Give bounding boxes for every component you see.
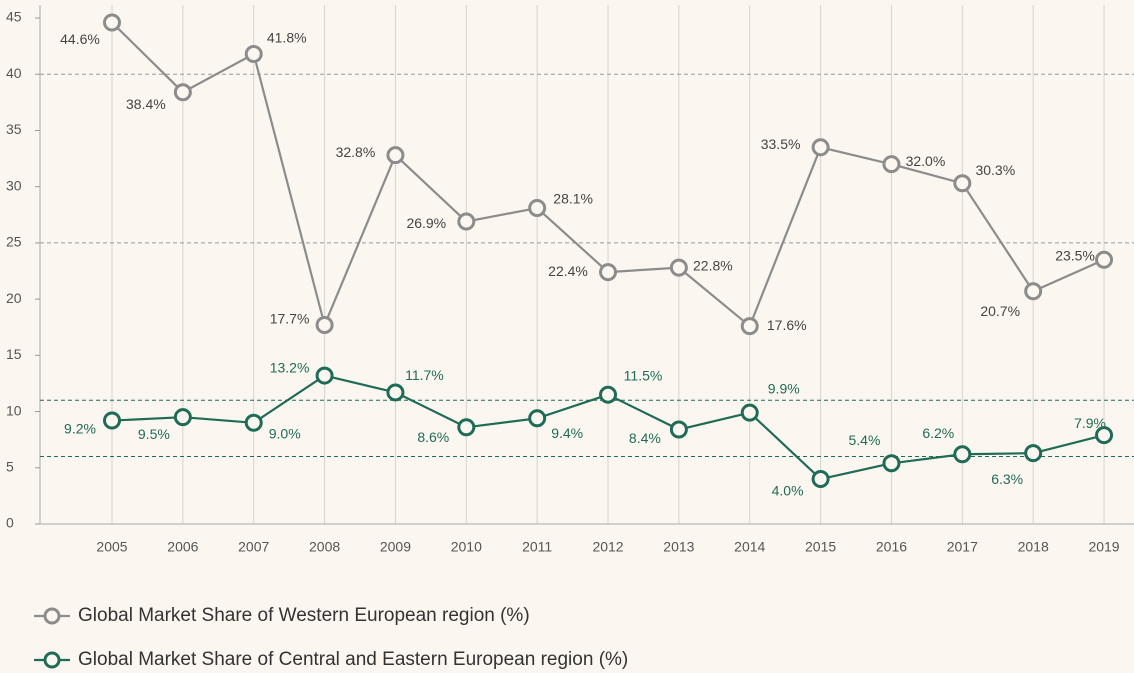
legend-marker	[43, 607, 61, 625]
value-label: 30.3%	[975, 162, 1015, 178]
x-tick-label: 2017	[947, 539, 978, 555]
point	[315, 315, 334, 334]
value-label: 32.8%	[336, 144, 376, 160]
point	[244, 44, 263, 63]
x-tick-label: 2013	[663, 539, 694, 555]
value-label: 32.0%	[906, 153, 946, 169]
x-tick-label: 2006	[167, 539, 198, 555]
point	[953, 174, 972, 193]
value-label: 7.9%	[1074, 415, 1106, 431]
point	[173, 408, 192, 427]
x-tick-label: 2008	[309, 539, 340, 555]
point	[103, 411, 121, 430]
y-tick-label: 45	[6, 9, 22, 25]
x-tick-label: 2009	[380, 539, 411, 555]
value-label: 38.4%	[126, 96, 166, 112]
value-label: 20.7%	[980, 303, 1020, 319]
value-label: 6.3%	[991, 471, 1023, 487]
y-tick-label: 40	[6, 65, 22, 81]
point	[457, 418, 476, 437]
value-label: 6.2%	[922, 425, 954, 441]
x-tick-label: 2016	[876, 539, 907, 555]
value-label: 8.4%	[629, 430, 661, 446]
point	[740, 403, 759, 422]
x-tick-label: 2014	[734, 539, 765, 555]
y-tick-label: 10	[6, 402, 22, 418]
value-label: 11.7%	[405, 367, 444, 383]
value-label: 28.1%	[553, 191, 593, 207]
value-label: 22.8%	[693, 257, 733, 273]
value-label: 17.6%	[767, 317, 807, 333]
point	[457, 212, 476, 231]
value-label: 5.4%	[848, 432, 880, 448]
y-tick-label: 20	[6, 290, 22, 306]
point	[244, 413, 263, 432]
point	[599, 385, 618, 404]
value-label: 26.9%	[406, 215, 446, 231]
y-tick-label: 35	[6, 121, 22, 137]
value-label: 23.5%	[1055, 247, 1095, 263]
value-label: 33.5%	[761, 136, 801, 152]
y-tick-label: 0	[6, 515, 14, 531]
point	[669, 420, 688, 439]
x-tick-label: 2012	[592, 539, 623, 555]
point	[1095, 250, 1114, 269]
x-tick-label: 2007	[238, 539, 269, 555]
point	[1095, 426, 1114, 445]
point	[882, 155, 901, 174]
legend-label: Global Market Share of Central and Easte…	[78, 649, 628, 670]
legend-marker	[43, 651, 61, 669]
value-label: 9.0%	[269, 426, 301, 442]
point	[953, 445, 972, 464]
point	[386, 383, 405, 402]
value-label: 44.6%	[60, 31, 100, 47]
x-tick-label: 2018	[1018, 539, 1049, 555]
value-label: 8.6%	[417, 429, 449, 445]
value-label: 9.2%	[64, 420, 96, 436]
value-label: 9.5%	[138, 426, 170, 442]
x-tick-label: 2019	[1088, 539, 1119, 555]
point	[173, 83, 192, 102]
x-tick-label: 2005	[96, 539, 127, 555]
point	[1024, 444, 1043, 463]
x-tick-label: 2015	[805, 539, 836, 555]
legend-label: Global Market Share of Western European …	[78, 605, 530, 626]
point	[528, 199, 547, 218]
y-tick-label: 25	[6, 234, 22, 250]
value-label: 11.5%	[624, 367, 663, 383]
y-tick-label: 30	[6, 177, 22, 193]
y-tick-label: 5	[6, 458, 14, 474]
point	[811, 138, 830, 157]
value-label: 9.4%	[551, 425, 583, 441]
value-label: 13.2%	[270, 359, 310, 375]
x-tick-label: 2010	[451, 539, 482, 555]
value-label: 22.4%	[548, 263, 588, 279]
point	[1024, 282, 1043, 301]
point	[386, 146, 405, 165]
value-label: 9.9%	[768, 380, 800, 396]
point	[811, 470, 830, 489]
x-tick-label: 2011	[522, 539, 552, 555]
point	[528, 409, 547, 428]
value-label: 41.8%	[267, 30, 307, 46]
value-label: 17.7%	[270, 311, 310, 327]
y-tick-label: 15	[6, 346, 22, 362]
point	[740, 317, 759, 336]
point	[599, 263, 618, 282]
point	[103, 13, 121, 32]
point	[882, 454, 901, 473]
point	[669, 258, 688, 277]
value-label: 4.0%	[772, 483, 804, 499]
point	[315, 366, 334, 385]
